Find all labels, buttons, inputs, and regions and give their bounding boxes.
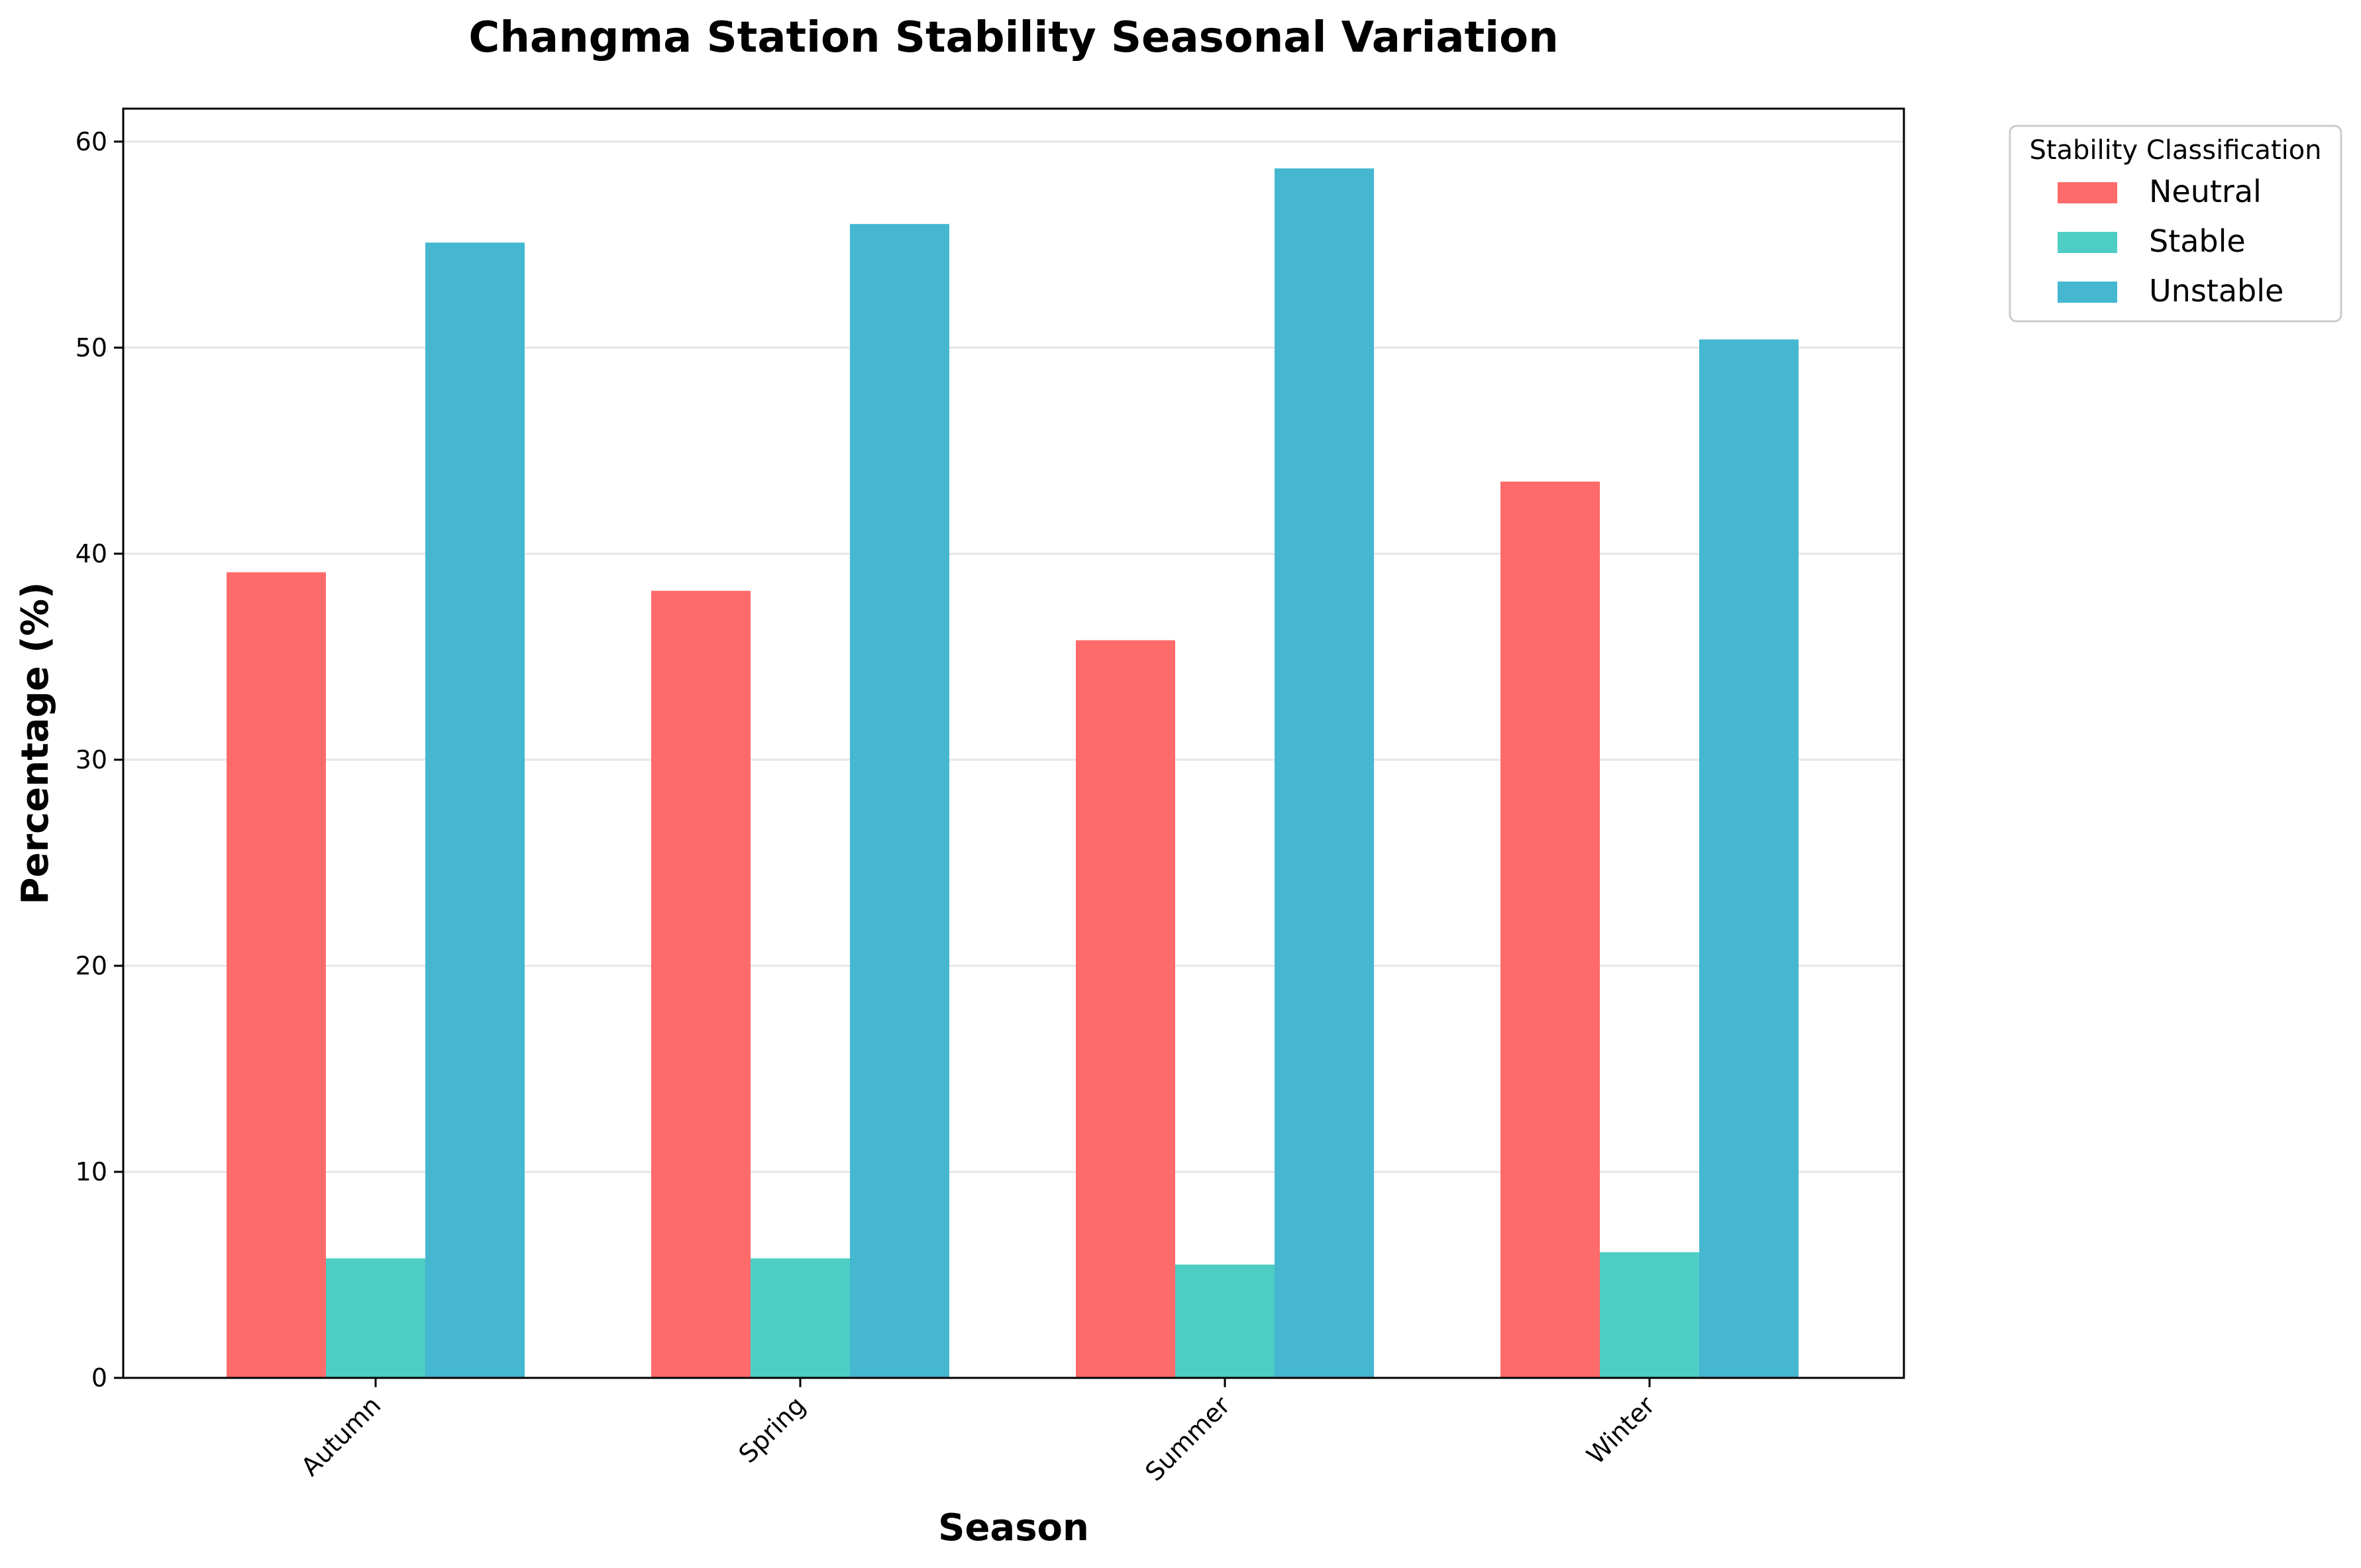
y-tick-label: 20	[76, 951, 107, 980]
plot-frame	[122, 107, 1905, 1379]
y-tick-label: 30	[76, 745, 107, 774]
legend-title: Stability Classification	[2029, 135, 2321, 166]
bars	[227, 168, 1799, 1379]
y-axis-ticks: 0 10 20 30 40 50 60	[76, 127, 123, 1392]
y-tick-label: 0	[91, 1363, 107, 1392]
y-tick-label: 50	[76, 333, 107, 362]
x-axis-label: Season	[938, 1506, 1089, 1549]
legend-items: Neutral Stable Unstable	[2058, 174, 2283, 309]
legend-label-stable: Stable	[2149, 223, 2246, 259]
legend-label-unstable: Unstable	[2149, 273, 2283, 309]
bar-unstable-autumn	[425, 242, 525, 1379]
x-tick-label: Winter	[1581, 1390, 1661, 1470]
bar-neutral-autumn	[227, 572, 326, 1378]
bar-unstable-summer	[1275, 168, 1374, 1378]
x-tick-label: Autumn	[295, 1390, 386, 1481]
bar-stable-autumn	[326, 1258, 425, 1378]
x-axis-ticks: Autumn Spring Summer Winter	[295, 1378, 1661, 1487]
legend-swatch-unstable	[2058, 282, 2117, 303]
bar-neutral-summer	[1076, 640, 1175, 1379]
bar-neutral-spring	[651, 590, 751, 1378]
bar-neutral-winter	[1500, 481, 1600, 1379]
legend-label-neutral: Neutral	[2149, 174, 2262, 209]
x-tick-label: Summer	[1139, 1390, 1235, 1487]
legend-swatch-neutral	[2058, 182, 2117, 203]
y-tick-label: 40	[76, 539, 107, 568]
y-tick-label: 10	[76, 1157, 107, 1186]
bar-stable-summer	[1175, 1264, 1275, 1378]
y-axis-label: Percentage (%)	[14, 582, 57, 904]
legend: Stability Classification Neutral Stable Un…	[2009, 125, 2342, 323]
bar-stable-winter	[1600, 1252, 1699, 1378]
legend-swatch-stable	[2058, 232, 2117, 253]
bar-unstable-spring	[850, 224, 949, 1378]
x-tick-label: Spring	[733, 1390, 812, 1469]
y-tick-label: 60	[76, 127, 107, 156]
chart-title: Changma Station Stability Seasonal Varia…	[468, 13, 1558, 62]
grid-lines	[123, 140, 1904, 1173]
bar-unstable-winter	[1699, 339, 1799, 1378]
legend-box	[2009, 125, 2342, 323]
bar-stable-spring	[751, 1258, 850, 1378]
